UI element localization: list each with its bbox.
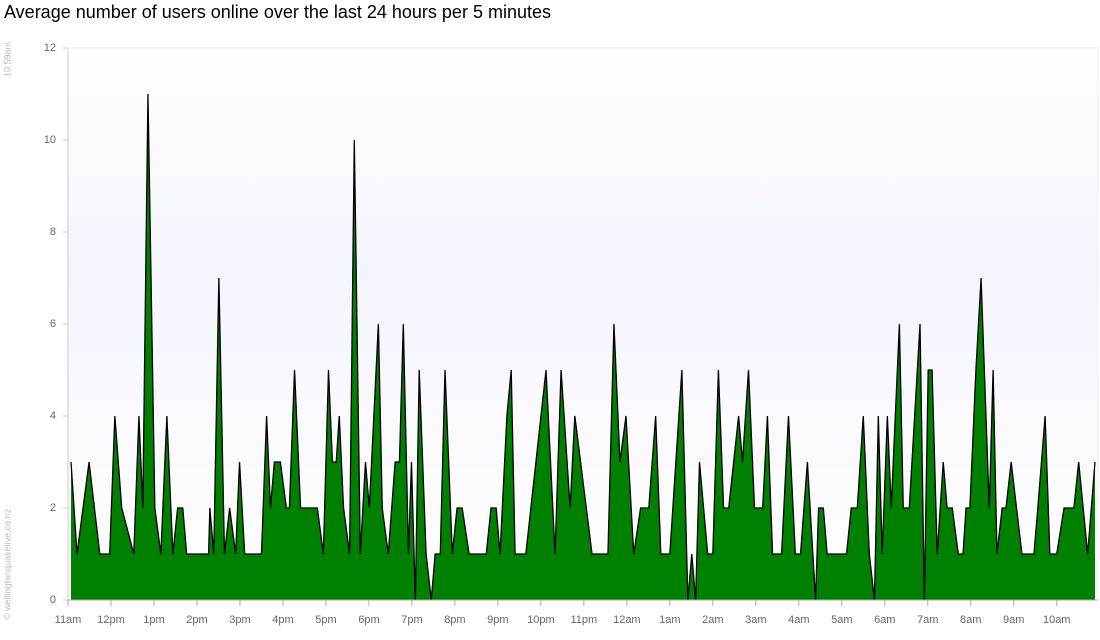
x-tick-label: 4am [788,614,809,626]
x-tick-label: 2pm [186,614,207,626]
y-tick-label: 2 [50,502,56,514]
y-tick-label: 0 [50,594,56,606]
x-tick-label: 2am [702,614,723,626]
x-tick-label: 1pm [143,614,164,626]
y-tick-label: 8 [50,226,56,238]
x-tick-label: 11pm [571,614,598,626]
x-tick-label: 10am [1043,614,1071,626]
x-tick-label: 3am [745,614,766,626]
line [70,93,1096,601]
x-tick-label: 5pm [315,614,336,626]
x-tick-label: 7am [917,614,938,626]
x-tick-label: 8am [960,614,981,626]
timestamp: 10:59am [2,42,12,77]
x-tick-label: 9am [1003,614,1024,626]
y-tick-label: 4 [50,410,56,422]
x-tick-label: 6am [874,614,895,626]
x-tick-label: 3pm [229,614,250,626]
x-tick-label: 8pm [444,614,465,626]
x-tick-label: 12pm [97,614,125,626]
x-tick-label: 10pm [527,614,555,626]
credit: © wellingtonquakelive.co.nz [2,508,12,620]
chart-title: Average number of users online over the … [4,2,551,22]
x-tick-label: 7pm [401,614,422,626]
y-tick-label: 6 [50,318,56,330]
y-tick-label: 12 [44,42,56,54]
x-tick-label: 11am [55,614,82,626]
y-tick-label: 10 [44,134,56,146]
x-tick-label: 4pm [272,614,293,626]
x-tick-label: 12am [613,614,641,626]
x-tick-label: 6pm [358,614,379,626]
x-tick-label: 1am [659,614,680,626]
x-tick-label: 9pm [487,614,508,626]
x-tick-label: 5am [831,614,852,626]
area [71,94,1095,600]
